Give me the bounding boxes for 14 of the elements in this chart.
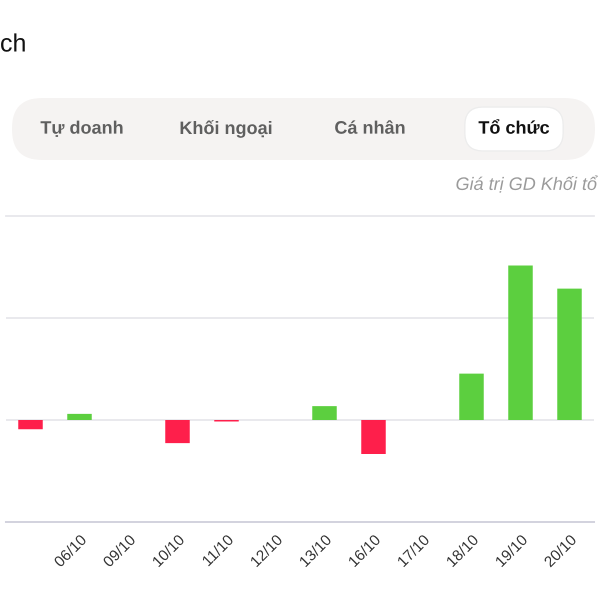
bar [312, 406, 337, 420]
bar [18, 420, 43, 430]
bar [557, 288, 582, 420]
bar [165, 420, 190, 444]
text: Khối ngoại [180, 120, 272, 138]
text: Tổ chức [478, 119, 550, 134]
bar [508, 265, 533, 420]
bar [361, 420, 386, 454]
bar [459, 374, 484, 420]
chart-subtitle: Giá trị GD Khối tổ [456, 175, 598, 193]
text: Tự doanh [40, 120, 123, 137]
chart-title: ch [1, 33, 25, 52]
text: Cá nhân [335, 120, 404, 134]
bar [67, 414, 92, 420]
